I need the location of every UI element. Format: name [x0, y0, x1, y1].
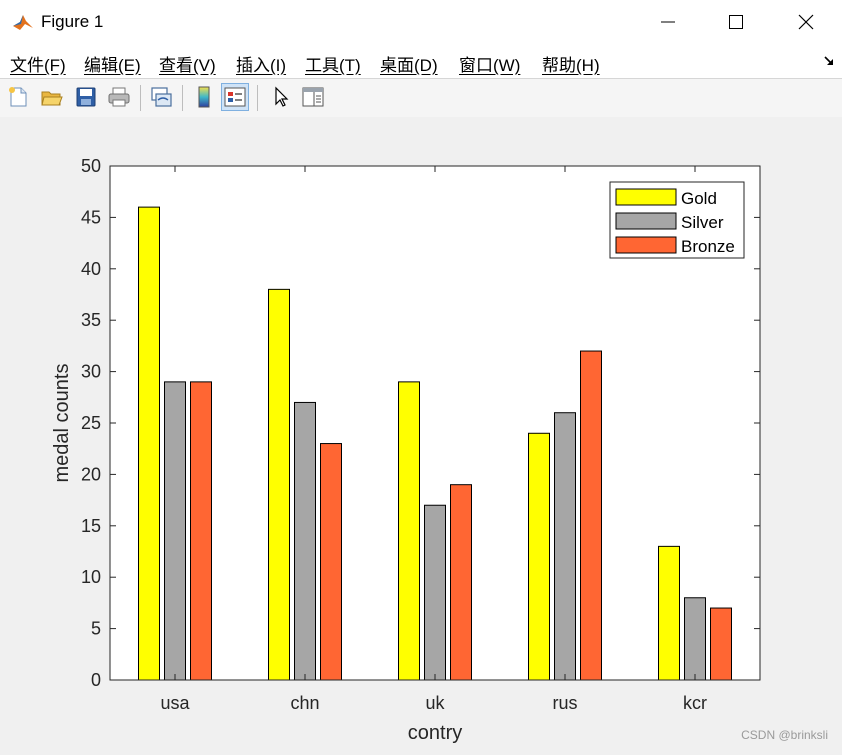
x-tick-label: usa — [160, 693, 190, 713]
x-tick-label: uk — [425, 693, 445, 713]
x-tick-label: rus — [552, 693, 577, 713]
insert-colorbar-icon — [198, 86, 210, 108]
legend[interactable]: Gold Silver Bronze — [609, 181, 745, 259]
save-icon — [76, 87, 96, 107]
bar-gold-uk[interactable] — [398, 381, 420, 681]
watermark: CSDN @brinksli — [741, 728, 828, 742]
menu-view[interactable]: 查看(V) — [159, 56, 216, 75]
y-tick-label: 5 — [91, 619, 101, 639]
bar-silver-rus[interactable] — [554, 412, 576, 681]
bar-gold-rus[interactable] — [528, 432, 550, 681]
toolbar-separator — [182, 85, 183, 111]
bar-silver-usa[interactable] — [164, 381, 186, 681]
bars-group — [138, 206, 732, 681]
menu-insert[interactable]: 插入(I) — [236, 56, 287, 75]
menu-window[interactable]: 窗口(W) — [459, 56, 521, 75]
toolbar-separator — [140, 85, 141, 111]
print-icon — [108, 87, 130, 107]
minimize-icon — [661, 21, 675, 23]
new-figure-button[interactable] — [4, 83, 32, 111]
legend-swatch-bronze — [615, 236, 677, 254]
bar-bronze-chn[interactable] — [320, 443, 342, 681]
legend-label-gold: Gold — [681, 189, 717, 208]
new-figure-icon — [9, 87, 27, 107]
x-tick-label: kcr — [683, 693, 707, 713]
insert-legend-icon — [224, 87, 246, 107]
bar-bronze-rus[interactable] — [580, 350, 602, 681]
y-tick-label: 45 — [81, 207, 101, 227]
figure-toolbar — [0, 78, 842, 118]
property-inspector-button[interactable] — [299, 83, 327, 111]
close-icon — [798, 14, 814, 30]
y-tick-label: 50 — [81, 156, 101, 176]
legend-label-bronze: Bronze — [681, 237, 735, 256]
bar-bronze-uk[interactable] — [450, 484, 472, 681]
bar-gold-kcr[interactable] — [658, 545, 680, 681]
minimize-button[interactable] — [634, 0, 702, 44]
matlab-logo-icon — [12, 11, 34, 33]
y-tick-label: 10 — [81, 567, 101, 587]
bar-silver-kcr[interactable] — [684, 597, 706, 681]
property-inspector-icon — [302, 87, 324, 107]
x-tick-label: chn — [290, 693, 319, 713]
menubar: 文件(F) 编辑(E) 查看(V) 插入(I) 工具(T) 桌面(D) 窗口(W… — [0, 44, 842, 78]
y-tick-label: 40 — [81, 259, 101, 279]
close-button[interactable] — [772, 0, 840, 44]
y-tick-label: 35 — [81, 310, 101, 330]
bar-silver-chn[interactable] — [294, 401, 316, 681]
y-tick-label: 30 — [81, 362, 101, 382]
axes-box — [109, 165, 761, 681]
window-titlebar: Figure 1 — [0, 0, 842, 44]
link-plot-button[interactable] — [147, 83, 175, 111]
bar-chart[interactable]: usa chn uk rus kcr 0 5 10 15 20 25 30 35 40 45 50 contr… — [0, 117, 842, 750]
y-tick-label: 25 — [81, 413, 101, 433]
y-tick-label: 15 — [81, 516, 101, 536]
link-plot-icon — [151, 87, 172, 107]
bar-gold-usa[interactable] — [138, 206, 160, 681]
axes-ticks: usa chn uk rus kcr 0 5 10 15 20 25 30 35 40 45 50 — [81, 156, 760, 713]
y-tick-label: 0 — [91, 670, 101, 690]
maximize-button[interactable] — [702, 0, 770, 44]
edit-plot-icon — [275, 86, 289, 107]
y-axis-label: medal counts — [51, 364, 73, 483]
menu-tools[interactable]: 工具(T) — [305, 56, 361, 75]
edit-plot-button[interactable] — [267, 83, 295, 111]
bar-gold-chn[interactable] — [268, 288, 290, 681]
maximize-icon — [729, 15, 743, 29]
open-file-button[interactable] — [38, 83, 66, 111]
print-button[interactable] — [105, 83, 133, 111]
y-tick-label: 20 — [81, 464, 101, 484]
legend-swatch-gold — [615, 188, 677, 206]
toolbar-separator — [257, 85, 258, 111]
insert-legend-button[interactable] — [221, 83, 249, 111]
save-button[interactable] — [72, 83, 100, 111]
legend-label-silver: Silver — [681, 213, 724, 232]
menu-file[interactable]: 文件(F) — [10, 56, 66, 75]
menu-desktop[interactable]: 桌面(D) — [380, 56, 438, 75]
bar-bronze-usa[interactable] — [190, 381, 212, 681]
bar-bronze-kcr[interactable] — [710, 607, 732, 681]
bar-silver-uk[interactable] — [424, 504, 446, 681]
figure-canvas: usa chn uk rus kcr 0 5 10 15 20 25 30 35 40 45 50 contr… — [0, 117, 842, 750]
legend-swatch-silver — [615, 212, 677, 230]
dock-arrow-icon[interactable] — [822, 54, 836, 68]
window-title: Figure 1 — [41, 12, 104, 31]
insert-colorbar-button[interactable] — [190, 83, 218, 111]
menu-edit[interactable]: 编辑(E) — [84, 56, 141, 75]
x-axis-label: contry — [408, 722, 462, 744]
menu-help[interactable]: 帮助(H) — [542, 56, 600, 75]
open-file-icon — [41, 91, 63, 106]
